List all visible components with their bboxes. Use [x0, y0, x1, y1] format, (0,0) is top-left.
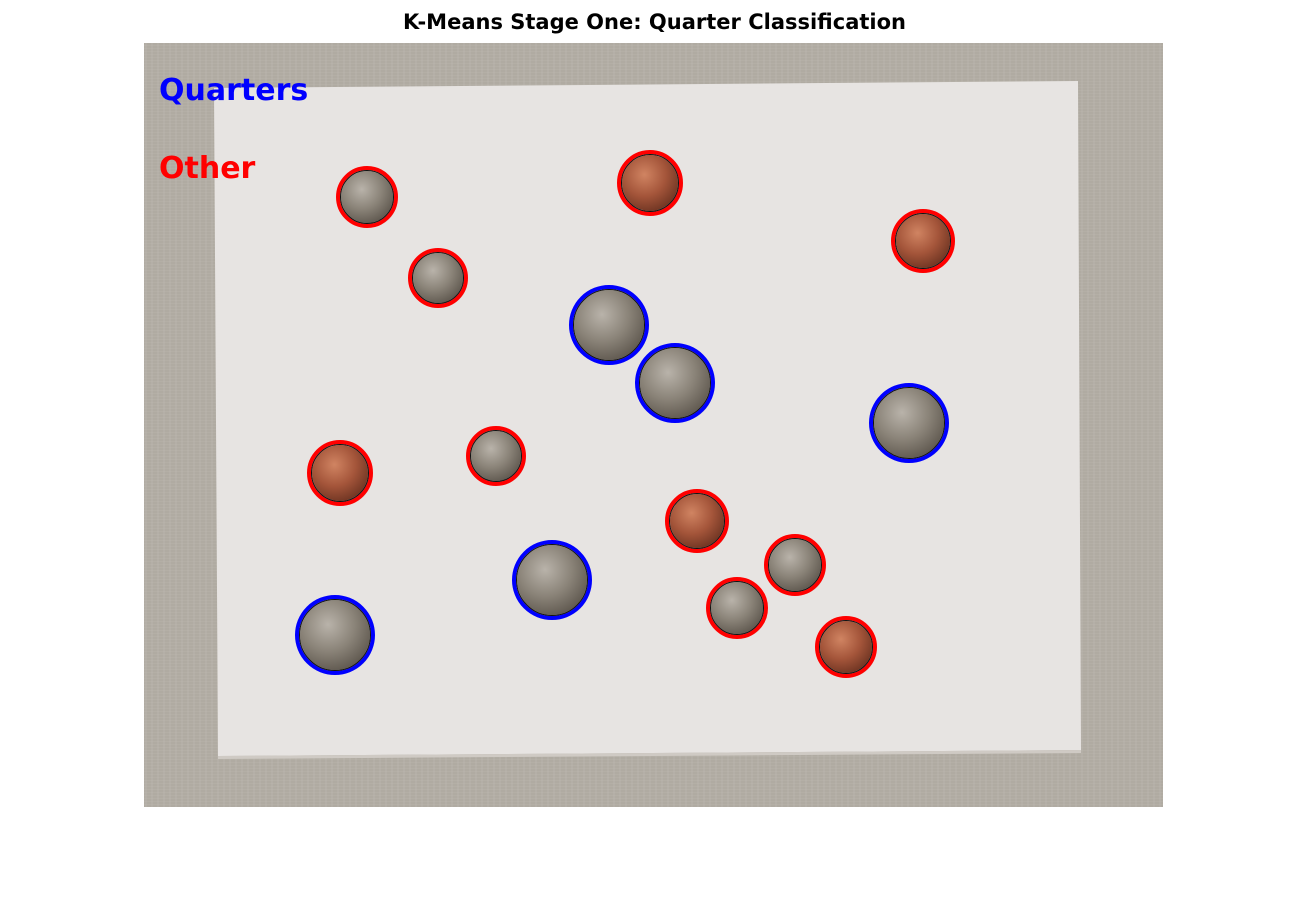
other-coin — [665, 489, 729, 553]
ring-edge — [340, 170, 394, 224]
other-ring — [336, 166, 398, 228]
ring-edge — [299, 599, 371, 671]
quarter-coin — [295, 595, 375, 675]
coin-face — [622, 155, 678, 211]
other-coin — [307, 440, 373, 506]
ring-edge — [621, 154, 679, 212]
other-ring — [408, 248, 468, 308]
coin-face — [413, 253, 463, 303]
ring-edge — [470, 430, 522, 482]
quarter-ring — [869, 383, 949, 463]
ring-edge — [311, 444, 369, 502]
quarter-ring — [295, 595, 375, 675]
coin-face — [711, 582, 763, 634]
coin-photo: Quarters Other — [144, 43, 1163, 807]
coin-face — [820, 621, 872, 673]
ring-edge — [412, 252, 464, 304]
other-coin — [764, 534, 826, 596]
ring-edge — [573, 289, 645, 361]
ring-edge — [768, 538, 822, 592]
other-ring — [891, 209, 955, 273]
quarter-ring — [512, 540, 592, 620]
other-ring — [764, 534, 826, 596]
ring-edge — [895, 213, 951, 269]
coin-face — [640, 348, 710, 418]
other-coin — [466, 426, 526, 486]
coin-face — [670, 494, 724, 548]
coin-face — [300, 600, 370, 670]
coin-face — [874, 388, 944, 458]
coin-face — [896, 214, 950, 268]
quarter-coin — [569, 285, 649, 365]
other-ring — [466, 426, 526, 486]
quarter-ring — [635, 343, 715, 423]
coin-layer — [295, 150, 955, 678]
coin-face — [471, 431, 521, 481]
ring-edge — [639, 347, 711, 419]
other-coin — [815, 616, 877, 678]
other-coin — [891, 209, 955, 273]
ring-edge — [819, 620, 873, 674]
ring-edge — [669, 493, 725, 549]
legend-other: Other — [159, 151, 256, 186]
other-coin — [617, 150, 683, 216]
quarter-coin — [512, 540, 592, 620]
paper-shadow — [218, 750, 1081, 759]
quarter-coin — [635, 343, 715, 423]
other-coin — [336, 166, 398, 228]
other-coin — [408, 248, 468, 308]
other-ring — [307, 440, 373, 506]
other-coin — [706, 577, 768, 639]
ring-edge — [516, 544, 588, 616]
quarter-coin — [869, 383, 949, 463]
ring-edge — [710, 581, 764, 635]
coin-face — [517, 545, 587, 615]
coin-face — [574, 290, 644, 360]
coin-face — [312, 445, 368, 501]
coin-face — [769, 539, 821, 591]
quarter-ring — [569, 285, 649, 365]
coin-face — [341, 171, 393, 223]
ring-edge — [873, 387, 945, 459]
figure-title: K-Means Stage One: Quarter Classificatio… — [403, 10, 906, 34]
other-ring — [665, 489, 729, 553]
other-ring — [706, 577, 768, 639]
legend-quarters: Quarters — [159, 73, 308, 108]
other-ring — [815, 616, 877, 678]
other-ring — [617, 150, 683, 216]
